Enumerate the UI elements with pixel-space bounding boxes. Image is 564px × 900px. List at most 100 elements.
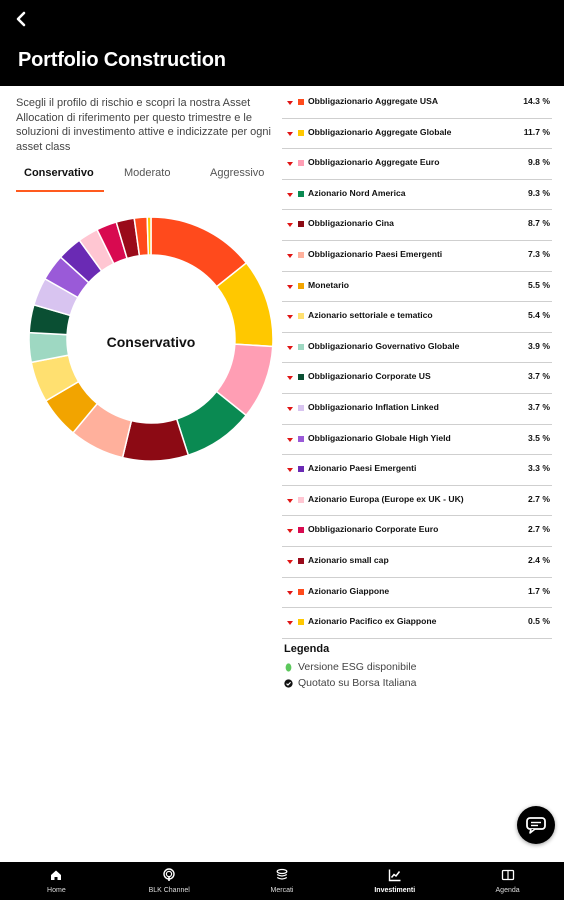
top-bar: Portfolio Construction [0,0,564,86]
stack-icon [276,868,288,880]
allocation-row[interactable]: Obbligazionario Aggregate USA 14.3 % [282,88,552,119]
chevron-down-icon [287,315,293,320]
allocation-name: Azionario small cap [308,554,389,565]
active-tab-indicator [16,190,104,192]
allocation-row[interactable]: Azionario Nord America 9.3 % [282,180,552,211]
series-color-swatch [298,190,304,197]
allocation-row[interactable]: Obbligazionario Aggregate Euro 9.8 % [282,149,552,180]
chevron-down-icon [287,498,293,503]
series-color-swatch [298,435,304,442]
allocation-row[interactable]: Azionario Europa (Europe ex UK - UK) 2.7 … [282,486,552,517]
legend-label-esg: Versione ESG disponibile [298,661,417,673]
allocation-name: Obbligazionario Inflation Linked [308,401,439,412]
series-color-swatch [298,99,304,105]
series-color-swatch [298,466,304,473]
allocation-value: 5.5 % [528,279,550,290]
allocation-name: Obbligazionario Cina [308,218,394,229]
allocation-row[interactable]: Azionario settoriale e tematico 5.4 % [282,302,552,333]
allocation-value: 2.7 % [528,493,550,504]
tab-conservativo[interactable]: Conservativo [24,167,94,179]
allocation-row[interactable]: Obbligazionario Inflation Linked 3.7 % [282,394,552,425]
series-color-swatch [298,404,304,411]
tab-aggressivo[interactable]: Aggressivo [210,167,265,179]
allocation-value: 3.9 % [528,340,550,351]
chevron-down-icon [287,284,293,289]
donut-center-label: Conservativo [107,334,196,350]
chevron-down-icon [287,376,293,381]
allocation-row[interactable]: Obbligazionario Corporate US 3.7 % [282,363,552,394]
series-color-swatch [298,527,304,534]
allocation-value: 7.3 % [528,248,550,259]
legend-item-esg: Versione ESG disponibile [284,659,554,675]
nav-mercati[interactable]: Mercati [226,862,339,900]
chevron-down-icon [287,406,293,411]
allocation-value: 14.3 % [523,96,550,106]
allocation-value: 11.7 % [523,126,550,137]
allocation-row[interactable]: Azionario Giappone 1.7 % [282,578,552,609]
allocation-donut-chart: Conservativo [28,216,274,462]
series-color-swatch [298,343,304,350]
series-color-swatch [298,588,304,595]
chevron-down-icon [287,253,293,258]
allocation-name: Monetario [308,279,350,290]
allocation-name: Obbligazionario Corporate US [308,371,431,382]
nav-label-investimenti: Investimenti [374,887,416,894]
allocation-row[interactable]: Obbligazionario Corporate Euro 2.7 % [282,516,552,547]
book-icon [501,869,514,881]
allocation-name: Azionario Paesi Emergenti [308,463,417,474]
nav-investimenti[interactable]: Investimenti [338,862,451,900]
allocation-row[interactable]: Azionario Pacifico ex Giappone 0.5 % [282,608,552,639]
allocation-row[interactable]: Azionario small cap 2.4 % [282,547,552,578]
intro-text: Scegli il profilo di rischio e scopri la… [16,97,271,153]
chevron-down-icon [287,590,293,595]
nav-agenda[interactable]: Agenda [451,862,564,900]
series-color-swatch [298,374,304,381]
allocation-row[interactable]: Obbligazionario Governativo Globale 3.9 % [282,333,552,364]
legend-title: Legenda [284,643,330,655]
nav-home[interactable]: Home [0,862,113,900]
chevron-down-icon [287,437,293,442]
allocation-value: 8.7 % [528,218,550,229]
chevron-down-icon [287,345,293,350]
chevron-down-icon [287,131,293,136]
chevron-down-icon [287,559,293,564]
allocation-row[interactable]: Obbligazionario Paesi Emergenti 7.3 % [282,241,552,272]
allocation-list: Obbligazionario Aggregate USA 14.3 % Obbli… [282,88,552,639]
series-color-swatch [298,313,304,320]
series-color-swatch [298,557,304,564]
chevron-down-icon [287,468,293,473]
donut-slice[interactable] [146,216,152,256]
allocation-row[interactable]: Obbligazionario Cina 8.7 % [282,210,552,241]
chat-button[interactable] [517,806,555,844]
nav-blk-channel[interactable]: BLK Channel [113,862,226,900]
nav-label-home: Home [47,887,66,894]
allocation-name: Obbligazionario Aggregate Euro [308,157,440,168]
allocation-name: Obbligazionario Globale High Yield [308,432,451,443]
allocation-name: Obbligazionario Corporate Euro [308,524,439,535]
allocation-row[interactable]: Obbligazionario Globale High Yield 3.5 % [282,425,552,456]
nav-label-agenda: Agenda [495,887,520,894]
series-color-swatch [298,282,304,289]
allocation-row[interactable]: Obbligazionario Aggregate Globale 11.7 % [282,119,552,150]
chevron-down-icon [287,529,293,534]
series-color-swatch [298,251,304,258]
series-color-swatch [298,496,304,503]
allocation-row[interactable]: Azionario Paesi Emergenti 3.3 % [282,455,552,486]
allocation-value: 0.5 % [528,616,550,627]
allocation-row[interactable]: Monetario 5.5 % [282,272,552,303]
allocation-name: Azionario Nord America [308,187,406,198]
legend-label-borsa: Quotato su Borsa Italiana [298,677,417,689]
allocation-value: 3.7 % [528,371,550,382]
allocation-name: Obbligazionario Aggregate USA [308,96,439,106]
allocation-name: Obbligazionario Aggregate Globale [308,126,452,137]
donut-slice[interactable] [121,418,190,462]
allocation-name: Obbligazionario Governativo Globale [308,340,460,351]
chevron-down-icon [287,192,293,197]
home-icon [51,870,62,880]
allocation-value: 1.7 % [528,585,550,596]
allocation-value: 5.4 % [528,310,550,321]
tab-moderato[interactable]: Moderato [124,167,171,179]
back-button[interactable] [10,8,32,30]
allocation-value: 3.3 % [528,463,550,474]
chevron-down-icon [287,101,293,105]
